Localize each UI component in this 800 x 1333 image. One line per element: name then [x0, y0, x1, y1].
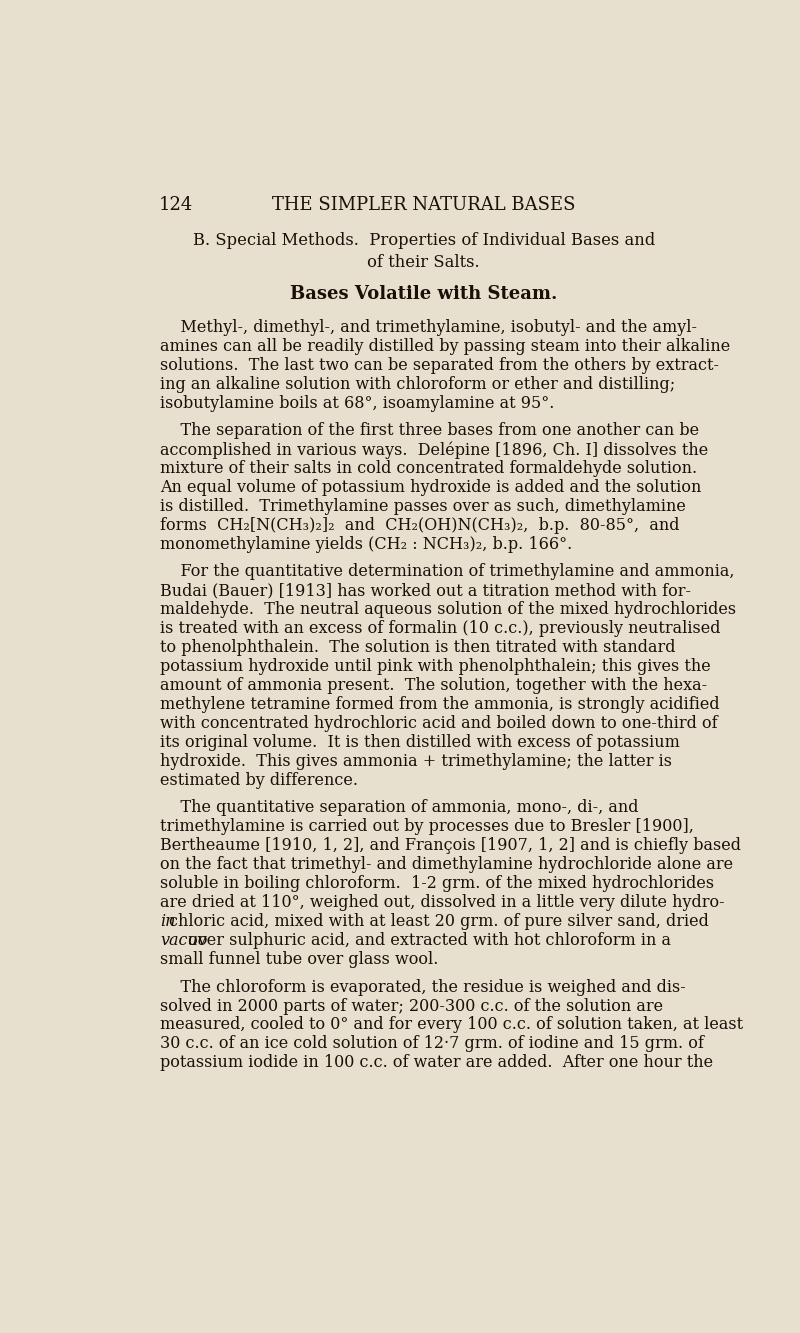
Text: are dried at 110°, weighed out, dissolved in a little very dilute hydro-: are dried at 110°, weighed out, dissolve…: [160, 894, 725, 912]
Text: mixture of their salts in cold concentrated formaldehyde solution.: mixture of their salts in cold concentra…: [160, 460, 698, 477]
Text: of their Salts.: of their Salts.: [367, 255, 480, 272]
Text: measured, cooled to 0° and for every 100 c.c. of solution taken, at least: measured, cooled to 0° and for every 100…: [160, 1017, 743, 1033]
Text: chloric acid, mixed with at least 20 grm. of pure silver sand, dried: chloric acid, mixed with at least 20 grm…: [170, 913, 714, 930]
Text: estimated by difference.: estimated by difference.: [160, 772, 358, 789]
Text: The separation of the first three bases from one another can be: The separation of the first three bases …: [160, 423, 699, 439]
Text: B. Special Methods.  Properties of Individual Bases and: B. Special Methods. Properties of Indivi…: [193, 232, 654, 249]
Text: vacuo: vacuo: [160, 932, 207, 949]
Text: The quantitative separation of ammonia, mono-, di-, and: The quantitative separation of ammonia, …: [160, 800, 638, 816]
Text: in: in: [160, 913, 175, 930]
Text: soluble in boiling chloroform.  1-2 grm. of the mixed hydrochlorides: soluble in boiling chloroform. 1-2 grm. …: [160, 876, 714, 892]
Text: 124: 124: [159, 196, 193, 213]
Text: solutions.  The last two can be separated from the others by extract-: solutions. The last two can be separated…: [160, 357, 719, 375]
Text: on the fact that trimethyl- and dimethylamine hydrochloride alone are: on the fact that trimethyl- and dimethyl…: [160, 856, 734, 873]
Text: accomplished in various ways.  Delépine [1896, Ch. I] dissolves the: accomplished in various ways. Delépine […: [160, 441, 708, 459]
Text: maldehyde.  The neutral aqueous solution of the mixed hydrochlorides: maldehyde. The neutral aqueous solution …: [160, 601, 736, 619]
Text: forms  CH₂[N(CH₃)₂]₂  and  CH₂(OH)N(CH₃)₂,  b.p.  80-85°,  and: forms CH₂[N(CH₃)₂]₂ and CH₂(OH)N(CH₃)₂, …: [160, 517, 680, 535]
Text: trimethylamine is carried out by processes due to Bresler [1900],: trimethylamine is carried out by process…: [160, 818, 694, 836]
Text: with concentrated hydrochloric acid and boiled down to one-third of: with concentrated hydrochloric acid and …: [160, 716, 718, 732]
Text: is distilled.  Trimethylamine passes over as such, dimethylamine: is distilled. Trimethylamine passes over…: [160, 499, 686, 515]
Text: THE SIMPLER NATURAL BASES: THE SIMPLER NATURAL BASES: [272, 196, 575, 213]
Text: its original volume.  It is then distilled with excess of potassium: its original volume. It is then distille…: [160, 734, 680, 752]
Text: Budai (Bauer) [1913] has worked out a titration method with for-: Budai (Bauer) [1913] has worked out a ti…: [160, 583, 691, 600]
Text: to phenolphthalein.  The solution is then titrated with standard: to phenolphthalein. The solution is then…: [160, 640, 676, 656]
Text: Bases Volatile with Steam.: Bases Volatile with Steam.: [290, 285, 558, 303]
Text: solved in 2000 parts of water; 200-300 c.c. of the solution are: solved in 2000 parts of water; 200-300 c…: [160, 997, 663, 1014]
Text: An equal volume of potassium hydroxide is added and the solution: An equal volume of potassium hydroxide i…: [160, 479, 702, 496]
Text: isobutylamine boils at 68°, isoamylamine at 95°.: isobutylamine boils at 68°, isoamylamine…: [160, 395, 554, 412]
Text: monomethylamine yields (CH₂ : NCH₃)₂, b.p. 166°.: monomethylamine yields (CH₂ : NCH₃)₂, b.…: [160, 536, 572, 553]
Text: Methyl-, dimethyl-, and trimethylamine, isobutyl- and the amyl-: Methyl-, dimethyl-, and trimethylamine, …: [160, 319, 697, 336]
Text: is treated with an excess of formalin (10 c.c.), previously neutralised: is treated with an excess of formalin (1…: [160, 620, 721, 637]
Text: over sulphuric acid, and extracted with hot chloroform in a: over sulphuric acid, and extracted with …: [183, 932, 671, 949]
Text: small funnel tube over glass wool.: small funnel tube over glass wool.: [160, 952, 438, 968]
Text: potassium hydroxide until pink with phenolphthalein; this gives the: potassium hydroxide until pink with phen…: [160, 659, 711, 676]
Text: potassium iodide in 100 c.c. of water are added.  After one hour the: potassium iodide in 100 c.c. of water ar…: [160, 1054, 714, 1072]
Text: Bertheaume [1910, 1, 2], and François [1907, 1, 2] and is chiefly based: Bertheaume [1910, 1, 2], and François [1…: [160, 837, 741, 854]
Text: hydroxide.  This gives ammonia + trimethylamine; the latter is: hydroxide. This gives ammonia + trimethy…: [160, 753, 672, 770]
Text: amines can all be readily distilled by passing steam into their alkaline: amines can all be readily distilled by p…: [160, 339, 730, 355]
Text: methylene tetramine formed from the ammonia, is strongly acidified: methylene tetramine formed from the ammo…: [160, 696, 720, 713]
Text: For the quantitative determination of trimethylamine and ammonia,: For the quantitative determination of tr…: [160, 564, 734, 580]
Text: 30 c.c. of an ice cold solution of 12·7 grm. of iodine and 15 grm. of: 30 c.c. of an ice cold solution of 12·7 …: [160, 1036, 704, 1053]
Text: ing an alkaline solution with chloroform or ether and distilling;: ing an alkaline solution with chloroform…: [160, 376, 675, 393]
Text: The chloroform is evaporated, the residue is weighed and dis-: The chloroform is evaporated, the residu…: [160, 978, 686, 996]
Text: amount of ammonia present.  The solution, together with the hexa-: amount of ammonia present. The solution,…: [160, 677, 707, 694]
